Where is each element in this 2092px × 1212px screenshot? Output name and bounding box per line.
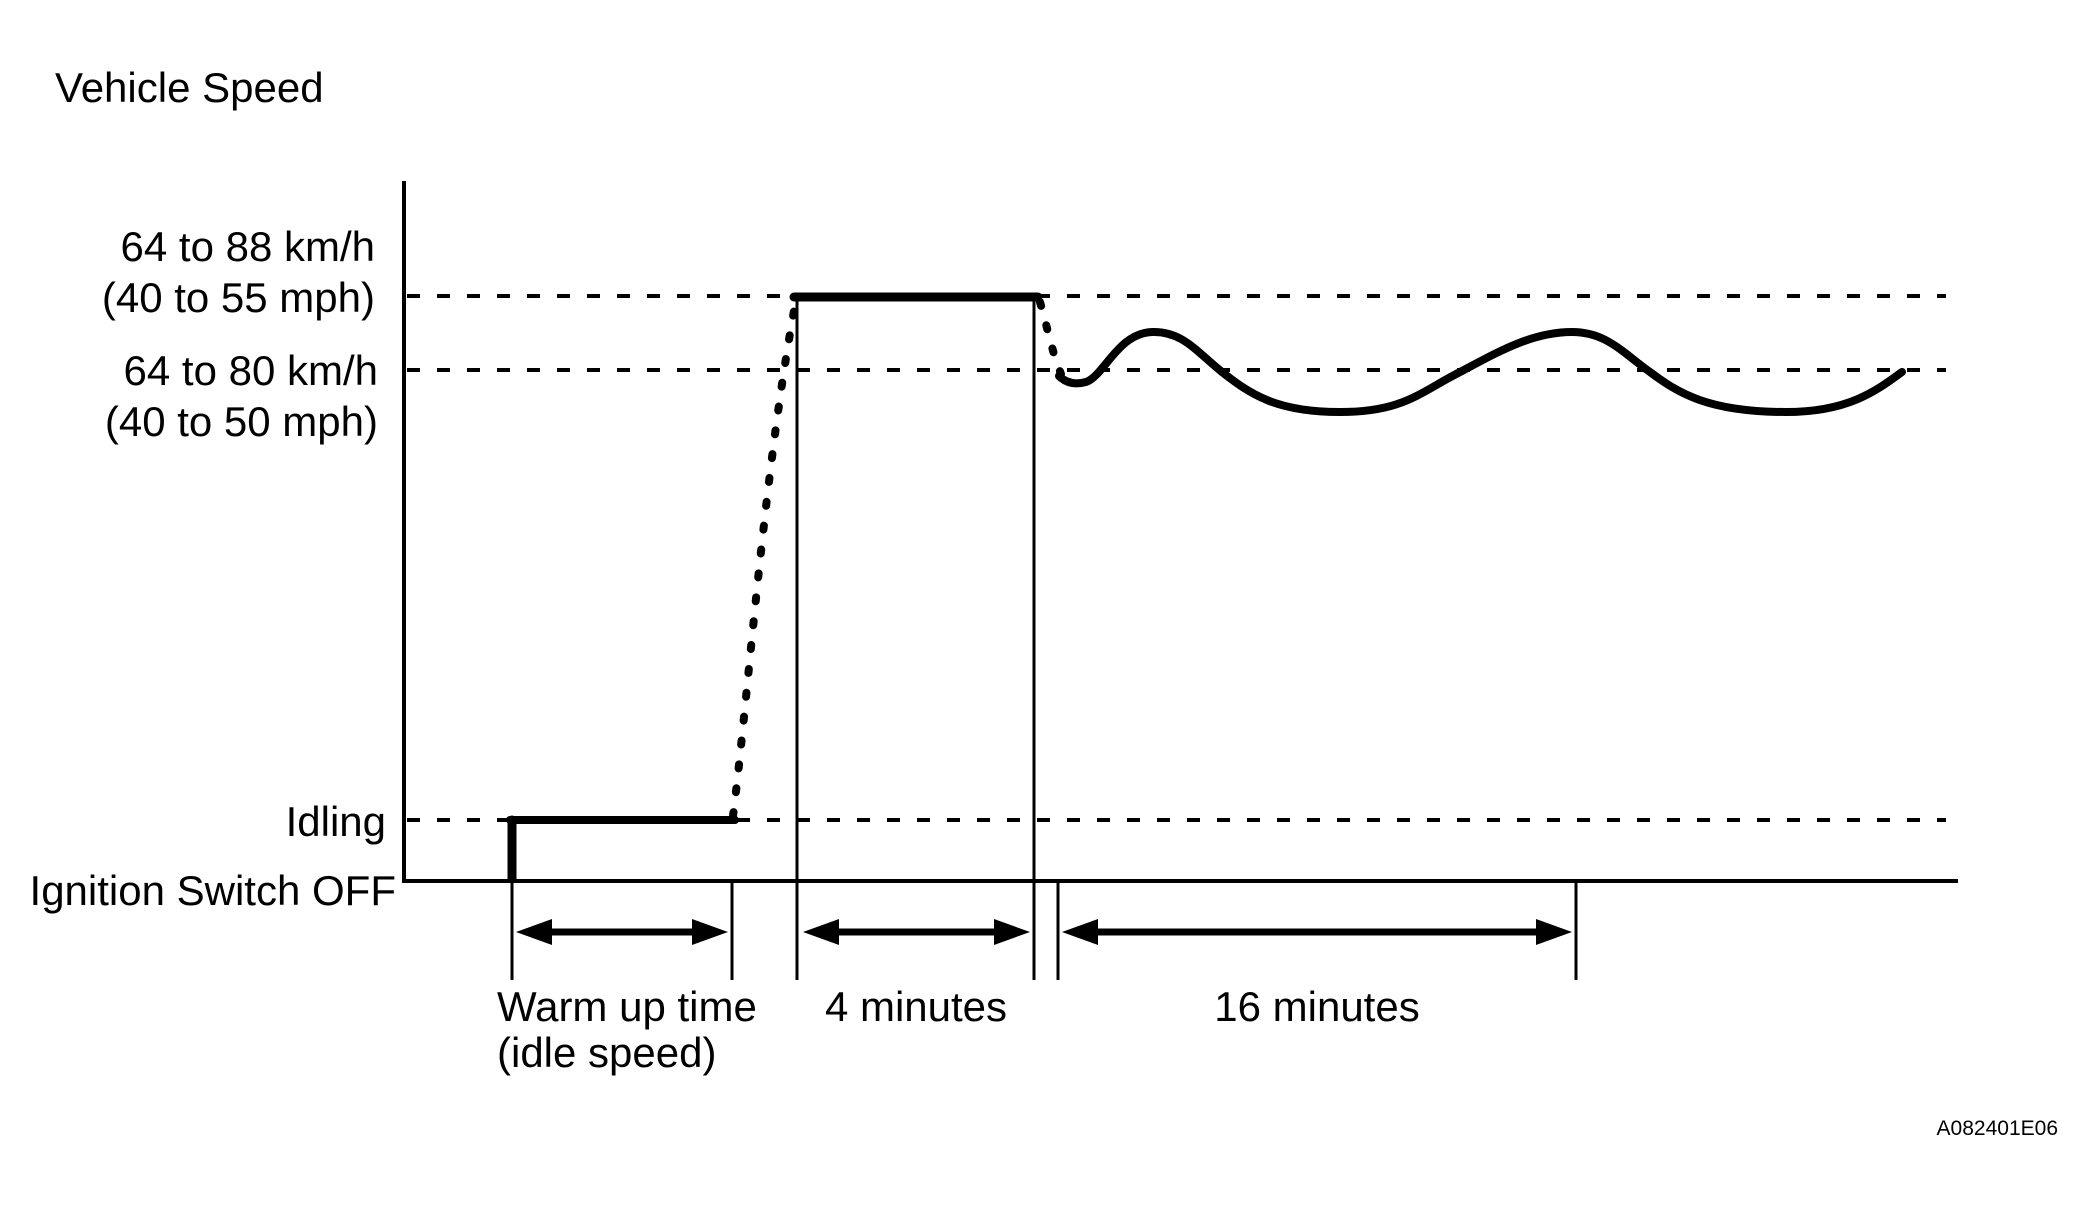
label-cruise-low: 64 to 80 km/h (40 to 50 mph) <box>0 345 378 447</box>
label-idling: Idling <box>285 798 386 845</box>
label-cruise-high: 64 to 88 km/h (40 to 55 mph) <box>0 221 375 323</box>
arrowhead-right <box>994 919 1030 945</box>
four-minutes-arrow <box>803 919 1030 945</box>
label-ignition-off: Ignition Switch OFF <box>29 867 396 914</box>
arrowhead-right <box>692 919 728 945</box>
segment-label-warmup-line1: Warm up time <box>497 983 757 1030</box>
reference-lines <box>407 294 1946 822</box>
speed-profile <box>506 292 1906 884</box>
label-cruise-high-kmh: 64 to 88 km/h <box>120 223 375 270</box>
sixteen-minutes-arrow <box>1062 919 1572 945</box>
arrowhead-left <box>516 919 552 945</box>
arrowhead-left <box>1062 919 1098 945</box>
segment-label-warmup: Warm up time (idle speed) <box>497 984 757 1076</box>
acceleration-dotted-line <box>729 296 800 820</box>
warm-up-arrow <box>516 919 728 945</box>
deceleration-dotted-line <box>1036 298 1065 378</box>
label-cruise-low-mph: (40 to 50 mph) <box>104 398 378 445</box>
duration-arrows <box>516 919 1572 945</box>
cruise-wave-line <box>1055 327 1906 416</box>
figure-code: A082401E06 <box>1936 1117 2058 1140</box>
segment-label-4min: 4 minutes <box>824 983 1008 1030</box>
axes <box>402 181 1958 883</box>
chart-title: Vehicle Speed <box>55 64 324 111</box>
label-cruise-low-kmh: 64 to 80 km/h <box>123 347 378 394</box>
arrowhead-right <box>1536 919 1572 945</box>
arrowhead-left <box>803 919 839 945</box>
boundary-lines <box>510 299 1578 980</box>
segment-label-16min: 16 minutes <box>1214 983 1420 1030</box>
label-cruise-high-mph: (40 to 55 mph) <box>101 274 375 321</box>
segment-label-warmup-line2: (idle speed) <box>497 1029 717 1076</box>
